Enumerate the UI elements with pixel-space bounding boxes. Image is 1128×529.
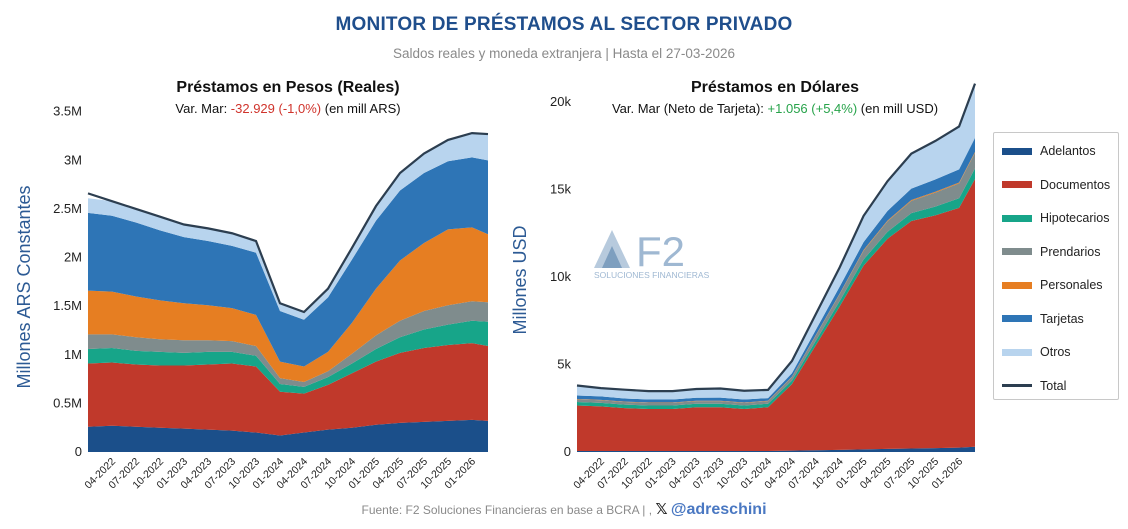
pesos-total-line (87, 132, 489, 314)
legend-item-total[interactable]: Total (1002, 376, 1066, 396)
legend-swatch-hipotecarios (1002, 214, 1032, 222)
dolares-chart-panel: 05k10k15k20k04-202207-202210-202201-2023… (510, 79, 977, 491)
pesos-ytick-label: 0 (75, 444, 82, 459)
main-title: MONITOR DE PRÉSTAMOS AL SECTOR PRIVADO (335, 14, 793, 35)
pesos-area-tarjetas (88, 157, 488, 367)
pesos-area-prendarios (88, 301, 488, 387)
pesos-chart-panel: 00.5M1M1.5M2M2.5M3M3.5M04-202207-202210-… (14, 79, 489, 491)
dolares-ytick-label: 20k (550, 94, 571, 109)
legend-label: Personales (1040, 278, 1103, 292)
footer: Fuente: F2 Soluciones Financieras en bas… (0, 500, 1128, 519)
f2-logo-graphic: F2 SOLUCIONES FINANCIERAS (594, 228, 710, 280)
dolares-ytick-label: 0 (564, 444, 571, 459)
pesos-ytick-label: 1.5M (53, 298, 82, 313)
pesos-ytick-label: 3M (64, 152, 82, 167)
legend-label: Total (1040, 378, 1067, 393)
dolares-chart-title: Préstamos en Dólares (691, 79, 859, 96)
legend-swatch-prendarios (1002, 248, 1032, 255)
pesos-ytick-label: 3.5M (53, 104, 82, 119)
pesos-variation-value: -32.929 (-1,0%) (231, 101, 321, 116)
dolares-y-axis-label: Millones USD (510, 225, 530, 334)
legend-item-documentos[interactable]: Documentos (1002, 175, 1110, 195)
pesos-area-hipotecarios (88, 320, 488, 394)
f2-logo: F2 SOLUCIONES FINANCIERAS (590, 222, 725, 282)
pesos-chart-title: Préstamos en Pesos (Reales) (176, 79, 399, 96)
legend-item-adelantos[interactable]: Adelantos (1002, 141, 1096, 161)
dolares-ytick-label: 5k (557, 357, 571, 372)
legend-swatch-total (1002, 384, 1032, 387)
legend-item-otros[interactable]: Otros (1002, 342, 1071, 362)
legend-item-personales[interactable]: Personales (1002, 275, 1103, 295)
logo-name: F2 (636, 228, 685, 275)
legend-label: Documentos (1040, 177, 1111, 192)
dolares-area-adelantos (577, 446, 975, 452)
pesos-area-otros (88, 133, 488, 320)
pesos-area-documentos (88, 343, 488, 436)
dolares-ytick-label: 10k (550, 269, 571, 284)
legend-label: Tarjetas (1040, 311, 1084, 326)
dolares-area-documentos (577, 179, 975, 451)
legend-label: Adelantos (1040, 144, 1096, 158)
dolares-variation-text: Var. Mar (Neto de Tarjeta): +1.056 (+5,4… (612, 101, 938, 116)
legend-label: Hipotecarios (1040, 211, 1110, 225)
footer-source: Fuente: F2 Soluciones Financieras en bas… (361, 503, 653, 517)
dolares-ytick-label: 15k (550, 182, 571, 197)
main-subtitle: Saldos reales y moneda extranjera | Hast… (393, 46, 735, 61)
pesos-ytick-label: 2M (64, 250, 82, 265)
dolares-total-line (576, 83, 977, 393)
legend-label: Otros (1040, 345, 1071, 359)
footer-handle[interactable]: @adreschini (670, 501, 767, 518)
dolares-variation-suffix: (en mill USD) (857, 101, 938, 116)
legend-label: Prendarios (1040, 244, 1101, 259)
legend-item-tarjetas[interactable]: Tarjetas (1002, 309, 1084, 329)
pesos-ytick-label: 0.5M (53, 395, 82, 410)
chart-legend: Adelantos Documentos Hipotecarios Prendario… (993, 132, 1119, 400)
pesos-variation-prefix: Var. Mar: (175, 101, 230, 116)
legend-swatch-documentos (1002, 181, 1032, 188)
pesos-y-axis-label: Millones ARS Constantes (14, 185, 34, 388)
pesos-area-adelantos (88, 419, 488, 452)
legend-swatch-personales (1002, 281, 1032, 289)
dolares-variation-prefix: Var. Mar (Neto de Tarjeta): (612, 101, 768, 116)
logo-tagline: SOLUCIONES FINANCIERAS (594, 270, 710, 280)
pesos-ytick-label: 1M (64, 347, 82, 362)
legend-item-prendarios[interactable]: Prendarios (1002, 242, 1100, 262)
legend-swatch-tarjetas (1002, 315, 1032, 322)
pesos-ytick-label: 2.5M (53, 201, 82, 216)
pesos-variation-text: Var. Mar: -32.929 (-1,0%) (en mill ARS) (175, 101, 400, 116)
pesos-variation-suffix: (en mill ARS) (321, 101, 400, 116)
dolares-variation-value: +1.056 (+5,4%) (768, 101, 858, 116)
legend-swatch-otros (1002, 348, 1032, 356)
x-logo-icon: 𝕏 (655, 501, 668, 518)
pesos-area-personales (88, 227, 488, 382)
legend-item-hipotecarios[interactable]: Hipotecarios (1002, 208, 1109, 228)
legend-swatch-adelantos (1002, 147, 1032, 155)
